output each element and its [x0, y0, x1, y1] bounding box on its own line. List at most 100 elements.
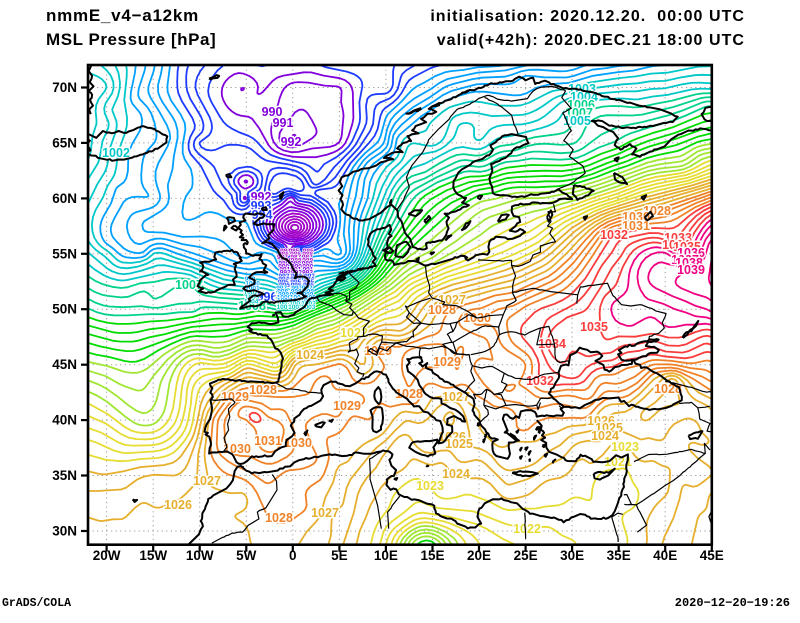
svg-text:35E: 35E — [607, 548, 631, 563]
svg-text:1031: 1031 — [622, 219, 650, 233]
svg-text:10E: 10E — [374, 548, 398, 563]
svg-text:989: 989 — [278, 260, 289, 267]
svg-text:997: 997 — [302, 285, 313, 292]
svg-text:MSL Pressure [hPa]: MSL Pressure [hPa] — [46, 30, 216, 49]
svg-text:986: 986 — [278, 251, 289, 258]
svg-text:999: 999 — [245, 276, 256, 283]
svg-text:45N: 45N — [52, 357, 77, 372]
svg-text:1006: 1006 — [567, 98, 595, 112]
svg-text:0: 0 — [289, 548, 297, 563]
svg-text:30E: 30E — [560, 548, 584, 563]
svg-text:992: 992 — [280, 270, 291, 277]
svg-text:1038: 1038 — [675, 256, 703, 270]
svg-text:10W: 10W — [186, 548, 214, 563]
svg-text:1002: 1002 — [289, 301, 304, 308]
svg-text:996: 996 — [279, 282, 290, 289]
svg-text:2020−12−20−19:26: 2020−12−20−19:26 — [675, 596, 790, 610]
svg-text:994: 994 — [290, 276, 301, 283]
svg-text:20W: 20W — [93, 548, 121, 563]
svg-text:40E: 40E — [653, 548, 677, 563]
svg-text:1028: 1028 — [395, 387, 423, 401]
svg-text:987: 987 — [290, 254, 301, 261]
svg-text:5W: 5W — [236, 548, 257, 563]
svg-text:990: 990 — [302, 264, 313, 271]
svg-text:999: 999 — [278, 291, 289, 298]
svg-text:1029: 1029 — [433, 355, 461, 369]
svg-text:1034: 1034 — [662, 238, 690, 252]
svg-text:990: 990 — [278, 264, 289, 271]
svg-text:992: 992 — [281, 135, 302, 149]
svg-text:997: 997 — [291, 285, 302, 292]
svg-text:985: 985 — [303, 248, 314, 255]
svg-text:999: 999 — [290, 291, 301, 298]
svg-text:1023: 1023 — [416, 479, 444, 493]
svg-text:1000: 1000 — [277, 295, 292, 302]
svg-text:25E: 25E — [514, 548, 538, 563]
svg-text:1003: 1003 — [277, 304, 292, 311]
svg-text:1032: 1032 — [600, 228, 628, 242]
svg-text:1023: 1023 — [611, 440, 639, 454]
svg-text:valid(+42h): 2020.DEC.21 18:00: valid(+42h): 2020.DEC.21 18:00 UTC — [437, 32, 745, 49]
svg-text:986: 986 — [302, 251, 313, 258]
svg-text:5E: 5E — [331, 548, 348, 563]
svg-text:1035: 1035 — [580, 320, 608, 334]
svg-text:65N: 65N — [52, 135, 77, 150]
svg-text:989: 989 — [302, 260, 313, 267]
svg-text:991: 991 — [273, 116, 294, 130]
svg-text:40N: 40N — [52, 413, 77, 428]
svg-text:1005: 1005 — [563, 114, 591, 128]
svg-text:15E: 15E — [420, 548, 444, 563]
svg-text:997: 997 — [276, 285, 287, 292]
svg-text:1028: 1028 — [265, 511, 293, 525]
svg-text:1030: 1030 — [622, 210, 650, 224]
svg-text:55N: 55N — [52, 246, 77, 261]
svg-text:1031: 1031 — [254, 434, 282, 448]
svg-text:1002: 1002 — [276, 301, 291, 308]
svg-text:991: 991 — [279, 267, 290, 274]
svg-text:1025: 1025 — [445, 437, 473, 451]
svg-text:35N: 35N — [52, 468, 77, 483]
svg-text:990: 990 — [262, 105, 283, 119]
svg-text:1033: 1033 — [664, 231, 692, 245]
svg-text:1025: 1025 — [595, 421, 623, 435]
svg-text:1003: 1003 — [301, 304, 316, 311]
svg-text:988: 988 — [291, 257, 302, 264]
svg-text:1029: 1029 — [333, 399, 361, 413]
svg-text:992: 992 — [302, 270, 313, 277]
svg-text:993: 993 — [278, 273, 289, 280]
svg-text:30N: 30N — [52, 524, 77, 539]
svg-text:1001: 1001 — [245, 285, 260, 292]
svg-text:987: 987 — [302, 254, 313, 261]
svg-text:1029: 1029 — [221, 390, 249, 404]
svg-text:nmmE_v4−a12km: nmmE_v4−a12km — [46, 6, 199, 25]
svg-text:1028: 1028 — [249, 383, 277, 397]
svg-text:20E: 20E — [467, 548, 491, 563]
svg-text:1022: 1022 — [513, 522, 541, 536]
svg-text:1007: 1007 — [175, 278, 203, 292]
svg-text:45E: 45E — [700, 548, 724, 563]
svg-text:GrADS/COLA: GrADS/COLA — [2, 597, 71, 610]
svg-text:988: 988 — [302, 257, 313, 264]
svg-text:1037: 1037 — [671, 253, 699, 267]
svg-text:60N: 60N — [52, 191, 77, 206]
svg-text:1000: 1000 — [290, 295, 305, 302]
svg-text:1024: 1024 — [442, 467, 470, 481]
svg-text:985: 985 — [289, 248, 300, 255]
svg-text:1030: 1030 — [223, 442, 251, 456]
svg-text:1004: 1004 — [244, 299, 259, 306]
svg-text:1002: 1002 — [301, 301, 316, 308]
svg-text:1026: 1026 — [164, 498, 192, 512]
svg-text:994: 994 — [252, 208, 273, 222]
svg-text:70N: 70N — [52, 80, 77, 95]
svg-text:995: 995 — [278, 279, 289, 286]
svg-text:1035: 1035 — [673, 240, 701, 254]
svg-text:1003: 1003 — [288, 304, 303, 311]
svg-text:1028: 1028 — [428, 303, 456, 317]
svg-text:996: 996 — [291, 282, 302, 289]
svg-text:1024: 1024 — [591, 429, 619, 443]
svg-text:994: 994 — [278, 276, 289, 283]
svg-text:998: 998 — [303, 288, 314, 295]
svg-text:1027: 1027 — [311, 506, 339, 520]
svg-text:998: 998 — [277, 288, 288, 295]
svg-text:1024: 1024 — [296, 348, 324, 362]
